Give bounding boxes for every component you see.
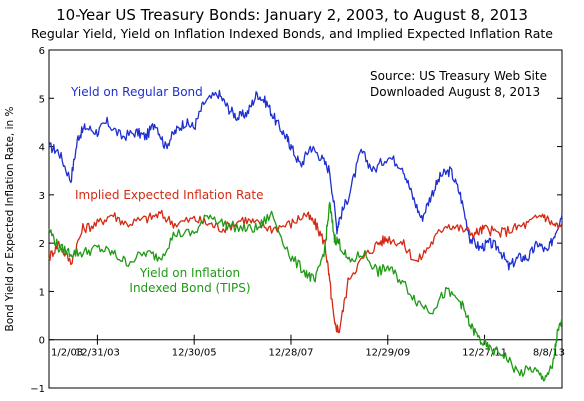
x-tick-label: 12/31/03: [75, 348, 120, 359]
y-tick-label: 2: [39, 239, 45, 250]
y-tick-label: 4: [39, 143, 45, 154]
x-tick-label: 1/2/03: [51, 348, 83, 359]
x-tick-label: 12/30/05: [172, 348, 217, 359]
source-note-line-1: Source: US Treasury Web Site: [370, 69, 547, 83]
chart-subtitle: Regular Yield, Yield on Inflation Indexe…: [31, 26, 553, 41]
series-line-2: [48, 201, 563, 382]
y-tick-label: −1: [30, 384, 45, 395]
y-tick-label: 6: [39, 46, 45, 57]
plot-area: [48, 49, 563, 389]
y-axis-label: Bond Yield or Expected Inflation Rate, i…: [4, 107, 16, 332]
y-tick-label: 3: [39, 191, 45, 202]
series-label-2-1: Indexed Bond (TIPS): [129, 281, 250, 295]
source-note-line-2: Downloaded August 8, 2013: [370, 85, 540, 99]
series-labels: Yield on Regular Bond Implied Expected In…: [70, 85, 264, 295]
x-tick-label: 12/27/11: [462, 348, 507, 359]
series-line-1: [48, 209, 563, 334]
x-tick-label: 12/28/07: [269, 348, 314, 359]
x-tick-label: 8/8/13: [533, 348, 565, 359]
x-tick-label: 12/29/09: [365, 348, 410, 359]
series-label-2-0: Yield on Inflation: [139, 266, 240, 280]
y-tick-label: 0: [39, 336, 45, 347]
y-tick-label: 5: [39, 94, 45, 105]
series-line-0: [48, 89, 563, 271]
series-label-1-0: Implied Expected Inflation Rate: [75, 188, 264, 202]
series-label-0-0: Yield on Regular Bond: [70, 85, 203, 99]
series-group: [48, 89, 563, 382]
chart-title: 10-Year US Treasury Bonds: January 2, 20…: [56, 6, 528, 24]
y-tick-label: 1: [39, 287, 45, 298]
y-axis: −1 0 1 2 3 4 5 6: [30, 46, 562, 395]
